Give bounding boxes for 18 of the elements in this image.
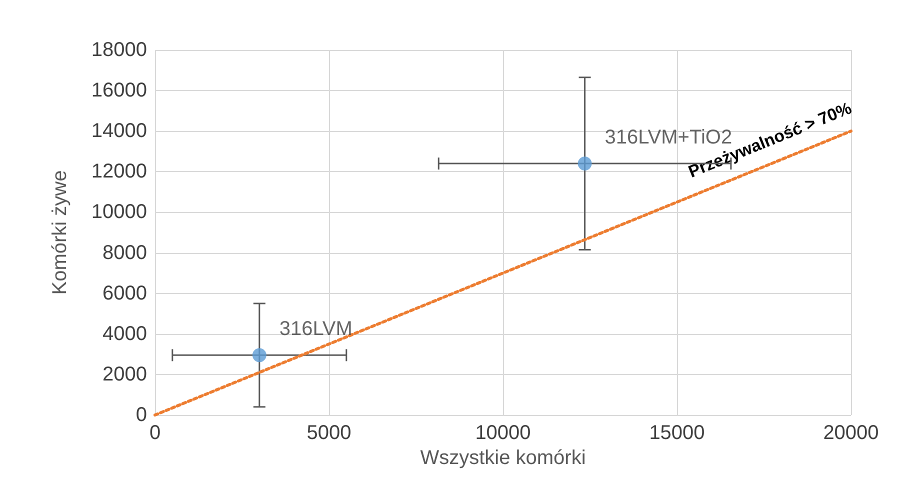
x-tick-label: 20000	[823, 422, 879, 444]
x-tick-label: 10000	[475, 422, 531, 444]
x-tick-label: 0	[149, 422, 161, 444]
x-axis-title: Wszystkie komórki	[420, 446, 586, 469]
y-tick-label: 4000	[102, 322, 147, 345]
y-tick-label: 6000	[102, 282, 147, 304]
y-tick-label: 12000	[91, 160, 147, 183]
y-tick-label: 8000	[102, 242, 147, 264]
y-tick-label: 10000	[91, 201, 147, 224]
y-tick-label: 16000	[91, 80, 147, 102]
series-label: 316LVM	[279, 318, 352, 340]
x-tick-label: 5000	[306, 422, 352, 444]
y-axis-title: Komórki żywe	[49, 170, 71, 295]
y-tick-label: 2000	[102, 363, 147, 386]
y-tick-label: 18000	[91, 39, 147, 61]
x-tick-label: 15000	[649, 422, 705, 444]
y-tick-label: 14000	[91, 120, 147, 142]
y-tick-label: 0	[136, 404, 147, 426]
